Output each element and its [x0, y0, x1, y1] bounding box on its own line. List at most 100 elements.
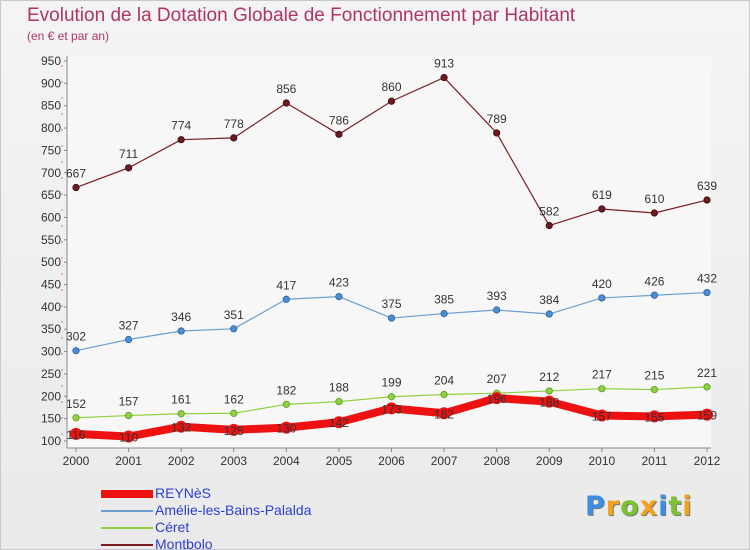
data-point	[72, 183, 80, 192]
legend-swatch	[101, 490, 153, 498]
data-point	[543, 395, 556, 408]
legend: REYNèS Amélie-les-Bains-Palalda Céret Montb…	[101, 485, 401, 549]
y-tick-label: 150	[41, 412, 61, 426]
data-point	[703, 196, 711, 204]
chart-title: Evolution de la Dotation Globale de Fonc…	[27, 5, 576, 26]
data-point	[493, 306, 501, 314]
data-point	[335, 398, 343, 406]
data-point	[230, 325, 238, 333]
legend-label: Amélie-les-Bains-Palalda	[155, 502, 312, 518]
data-point	[124, 335, 133, 344]
series-layer	[70, 73, 713, 443]
data-label: 351	[224, 308, 244, 322]
data-label: 199	[381, 376, 401, 390]
data-point	[440, 73, 448, 82]
data-label: 385	[434, 293, 454, 307]
data-label: 774	[171, 119, 191, 133]
data-label: 182	[276, 383, 296, 397]
data-point	[438, 407, 451, 420]
data-point	[545, 221, 553, 230]
data-point	[440, 390, 448, 399]
y-tick-label: 400	[41, 300, 61, 314]
y-tick-label: 950	[41, 54, 61, 68]
data-label: 125	[224, 424, 244, 438]
data-label: 856	[276, 82, 296, 96]
legend-item: Céret	[101, 519, 401, 536]
data-point	[124, 164, 133, 172]
x-tick-label: 2011	[642, 454, 668, 468]
data-label: 913	[434, 57, 454, 71]
data-point	[177, 327, 185, 335]
data-point	[598, 294, 606, 302]
data-label: 212	[539, 370, 559, 384]
data-label: 188	[539, 396, 559, 410]
data-label: 162	[224, 392, 244, 406]
data-label: 142	[329, 416, 349, 430]
data-point	[493, 129, 501, 137]
data-label: 215	[644, 369, 664, 383]
y-tick-label: 200	[41, 389, 61, 403]
data-point	[227, 423, 240, 436]
data-point	[72, 347, 80, 355]
legend-label: REYNèS	[155, 485, 212, 501]
x-tick-label: 2008	[483, 454, 510, 468]
x-tick-label: 2012	[694, 454, 721, 468]
data-label: 417	[276, 278, 296, 292]
data-point	[282, 99, 290, 107]
data-label: 327	[119, 319, 139, 333]
y-tick-label: 350	[41, 322, 61, 336]
y-tick-label: 450	[41, 278, 61, 292]
data-label: 188	[329, 381, 349, 395]
y-tick-label: 850	[41, 99, 61, 113]
data-label: 860	[381, 80, 401, 94]
data-label: 302	[66, 330, 86, 344]
data-label: 346	[171, 310, 191, 324]
legend-item: REYNèS	[101, 485, 401, 502]
data-label: 157	[119, 395, 139, 409]
data-label: 130	[276, 422, 296, 436]
y-tick-label: 250	[41, 367, 61, 381]
data-point	[175, 420, 188, 433]
x-tick-label: 2001	[115, 454, 142, 468]
data-label: 110	[119, 431, 138, 445]
data-point	[490, 392, 503, 405]
y-tick-label: 750	[41, 143, 61, 157]
data-label: 152	[66, 397, 86, 411]
data-point	[545, 310, 553, 318]
data-label: 789	[487, 112, 507, 126]
axes: 100 150 200 250 300 350 400 450 500 550 600 650 700 7…	[41, 54, 721, 468]
data-point	[650, 291, 659, 299]
data-label: 423	[329, 276, 349, 290]
data-point	[701, 408, 713, 421]
legend-label: Céret	[155, 519, 190, 535]
data-label: 196	[487, 392, 507, 406]
data-label: 420	[592, 277, 612, 291]
data-label: 432	[697, 272, 717, 286]
data-label: 610	[644, 192, 664, 206]
data-label: 132	[171, 421, 191, 435]
data-point	[545, 387, 553, 395]
data-label: 155	[644, 410, 664, 424]
data-point	[332, 416, 345, 429]
x-tick-label: 2005	[326, 454, 353, 468]
data-point	[387, 314, 396, 322]
data-point	[230, 134, 238, 142]
data-label: 162	[434, 407, 454, 421]
data-point	[598, 385, 606, 393]
x-tick-label: 2004	[273, 454, 300, 468]
data-point	[650, 209, 659, 217]
y-tick-label: 600	[41, 210, 61, 224]
legend-item: Montbolo	[101, 536, 401, 549]
legend-swatch	[101, 544, 153, 546]
x-tick-label: 2009	[536, 454, 563, 468]
data-label: 157	[592, 410, 612, 424]
y-tick-label: 550	[41, 233, 61, 247]
data-point	[177, 136, 185, 144]
chart-subtitle: (en € et par an)	[27, 29, 110, 43]
y-tick-label: 650	[41, 188, 61, 202]
x-tick-label: 2007	[431, 454, 458, 468]
y-tick-label: 100	[41, 434, 61, 448]
data-point	[282, 295, 290, 303]
